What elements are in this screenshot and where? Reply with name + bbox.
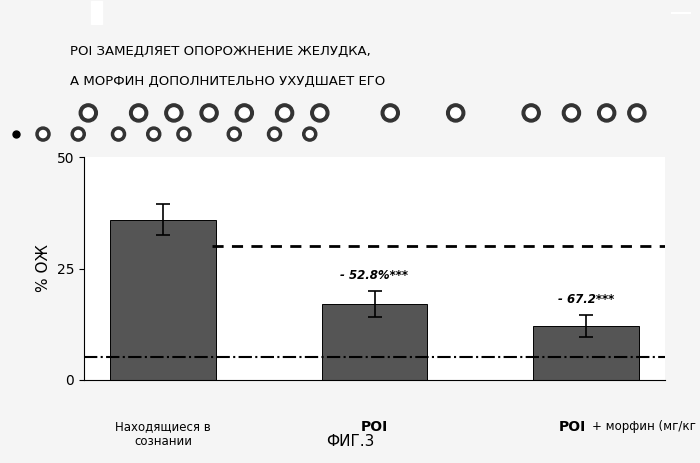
Circle shape — [231, 131, 238, 138]
Text: - 52.8%***: - 52.8%*** — [340, 269, 409, 282]
Text: POI: POI — [559, 419, 586, 434]
Bar — [322, 304, 427, 380]
Circle shape — [200, 104, 218, 122]
Circle shape — [628, 104, 646, 122]
Circle shape — [271, 131, 278, 138]
Circle shape — [451, 108, 461, 118]
Text: ФИГ.3: ФИГ.3 — [326, 434, 374, 449]
Circle shape — [601, 108, 612, 118]
Circle shape — [36, 127, 50, 141]
Bar — [111, 219, 216, 380]
Circle shape — [228, 127, 241, 141]
Circle shape — [115, 131, 122, 138]
Circle shape — [177, 127, 191, 141]
Circle shape — [267, 127, 281, 141]
Text: Находящиеся в
сознании: Находящиеся в сознании — [116, 419, 211, 448]
Circle shape — [526, 108, 536, 118]
Text: А МОРФИН ДОПОЛНИТЕЛЬНО УХУДШАЕТ ЕГО: А МОРФИН ДОПОЛНИТЕЛЬНО УХУДШАЕТ ЕГО — [70, 75, 385, 88]
Circle shape — [71, 127, 85, 141]
Circle shape — [239, 108, 249, 118]
Text: POI ЗАМЕДЛЯЕТ ОПОРОЖНЕНИЕ ЖЕЛУДКА,: POI ЗАМЕДЛЯЕТ ОПОРОЖНЕНИЕ ЖЕЛУДКА, — [70, 44, 371, 57]
Circle shape — [39, 131, 46, 138]
Circle shape — [75, 131, 82, 138]
Circle shape — [279, 108, 290, 118]
Circle shape — [311, 104, 329, 122]
Y-axis label: % ОЖ: % ОЖ — [36, 244, 51, 293]
Circle shape — [566, 108, 577, 118]
Circle shape — [302, 127, 317, 141]
Circle shape — [235, 104, 253, 122]
Bar — [533, 326, 638, 380]
Text: POI: POI — [361, 419, 388, 434]
Circle shape — [598, 104, 616, 122]
Bar — [91, 1, 101, 24]
Circle shape — [306, 131, 314, 138]
Circle shape — [169, 108, 179, 118]
Text: - 67.2***: - 67.2*** — [558, 294, 614, 307]
Circle shape — [562, 104, 580, 122]
Circle shape — [147, 127, 161, 141]
Circle shape — [164, 104, 183, 122]
Circle shape — [276, 104, 293, 122]
Circle shape — [204, 108, 214, 118]
Circle shape — [181, 131, 188, 138]
Circle shape — [522, 104, 540, 122]
Circle shape — [79, 104, 97, 122]
Circle shape — [150, 131, 158, 138]
Text: + морфин (мг/кг п.к.): + морфин (мг/кг п.к.) — [592, 419, 700, 432]
Circle shape — [315, 108, 325, 118]
Circle shape — [111, 127, 125, 141]
Circle shape — [130, 104, 148, 122]
Circle shape — [83, 108, 93, 118]
Circle shape — [632, 108, 642, 118]
Circle shape — [385, 108, 396, 118]
Circle shape — [382, 104, 399, 122]
Circle shape — [447, 104, 465, 122]
Circle shape — [134, 108, 143, 118]
